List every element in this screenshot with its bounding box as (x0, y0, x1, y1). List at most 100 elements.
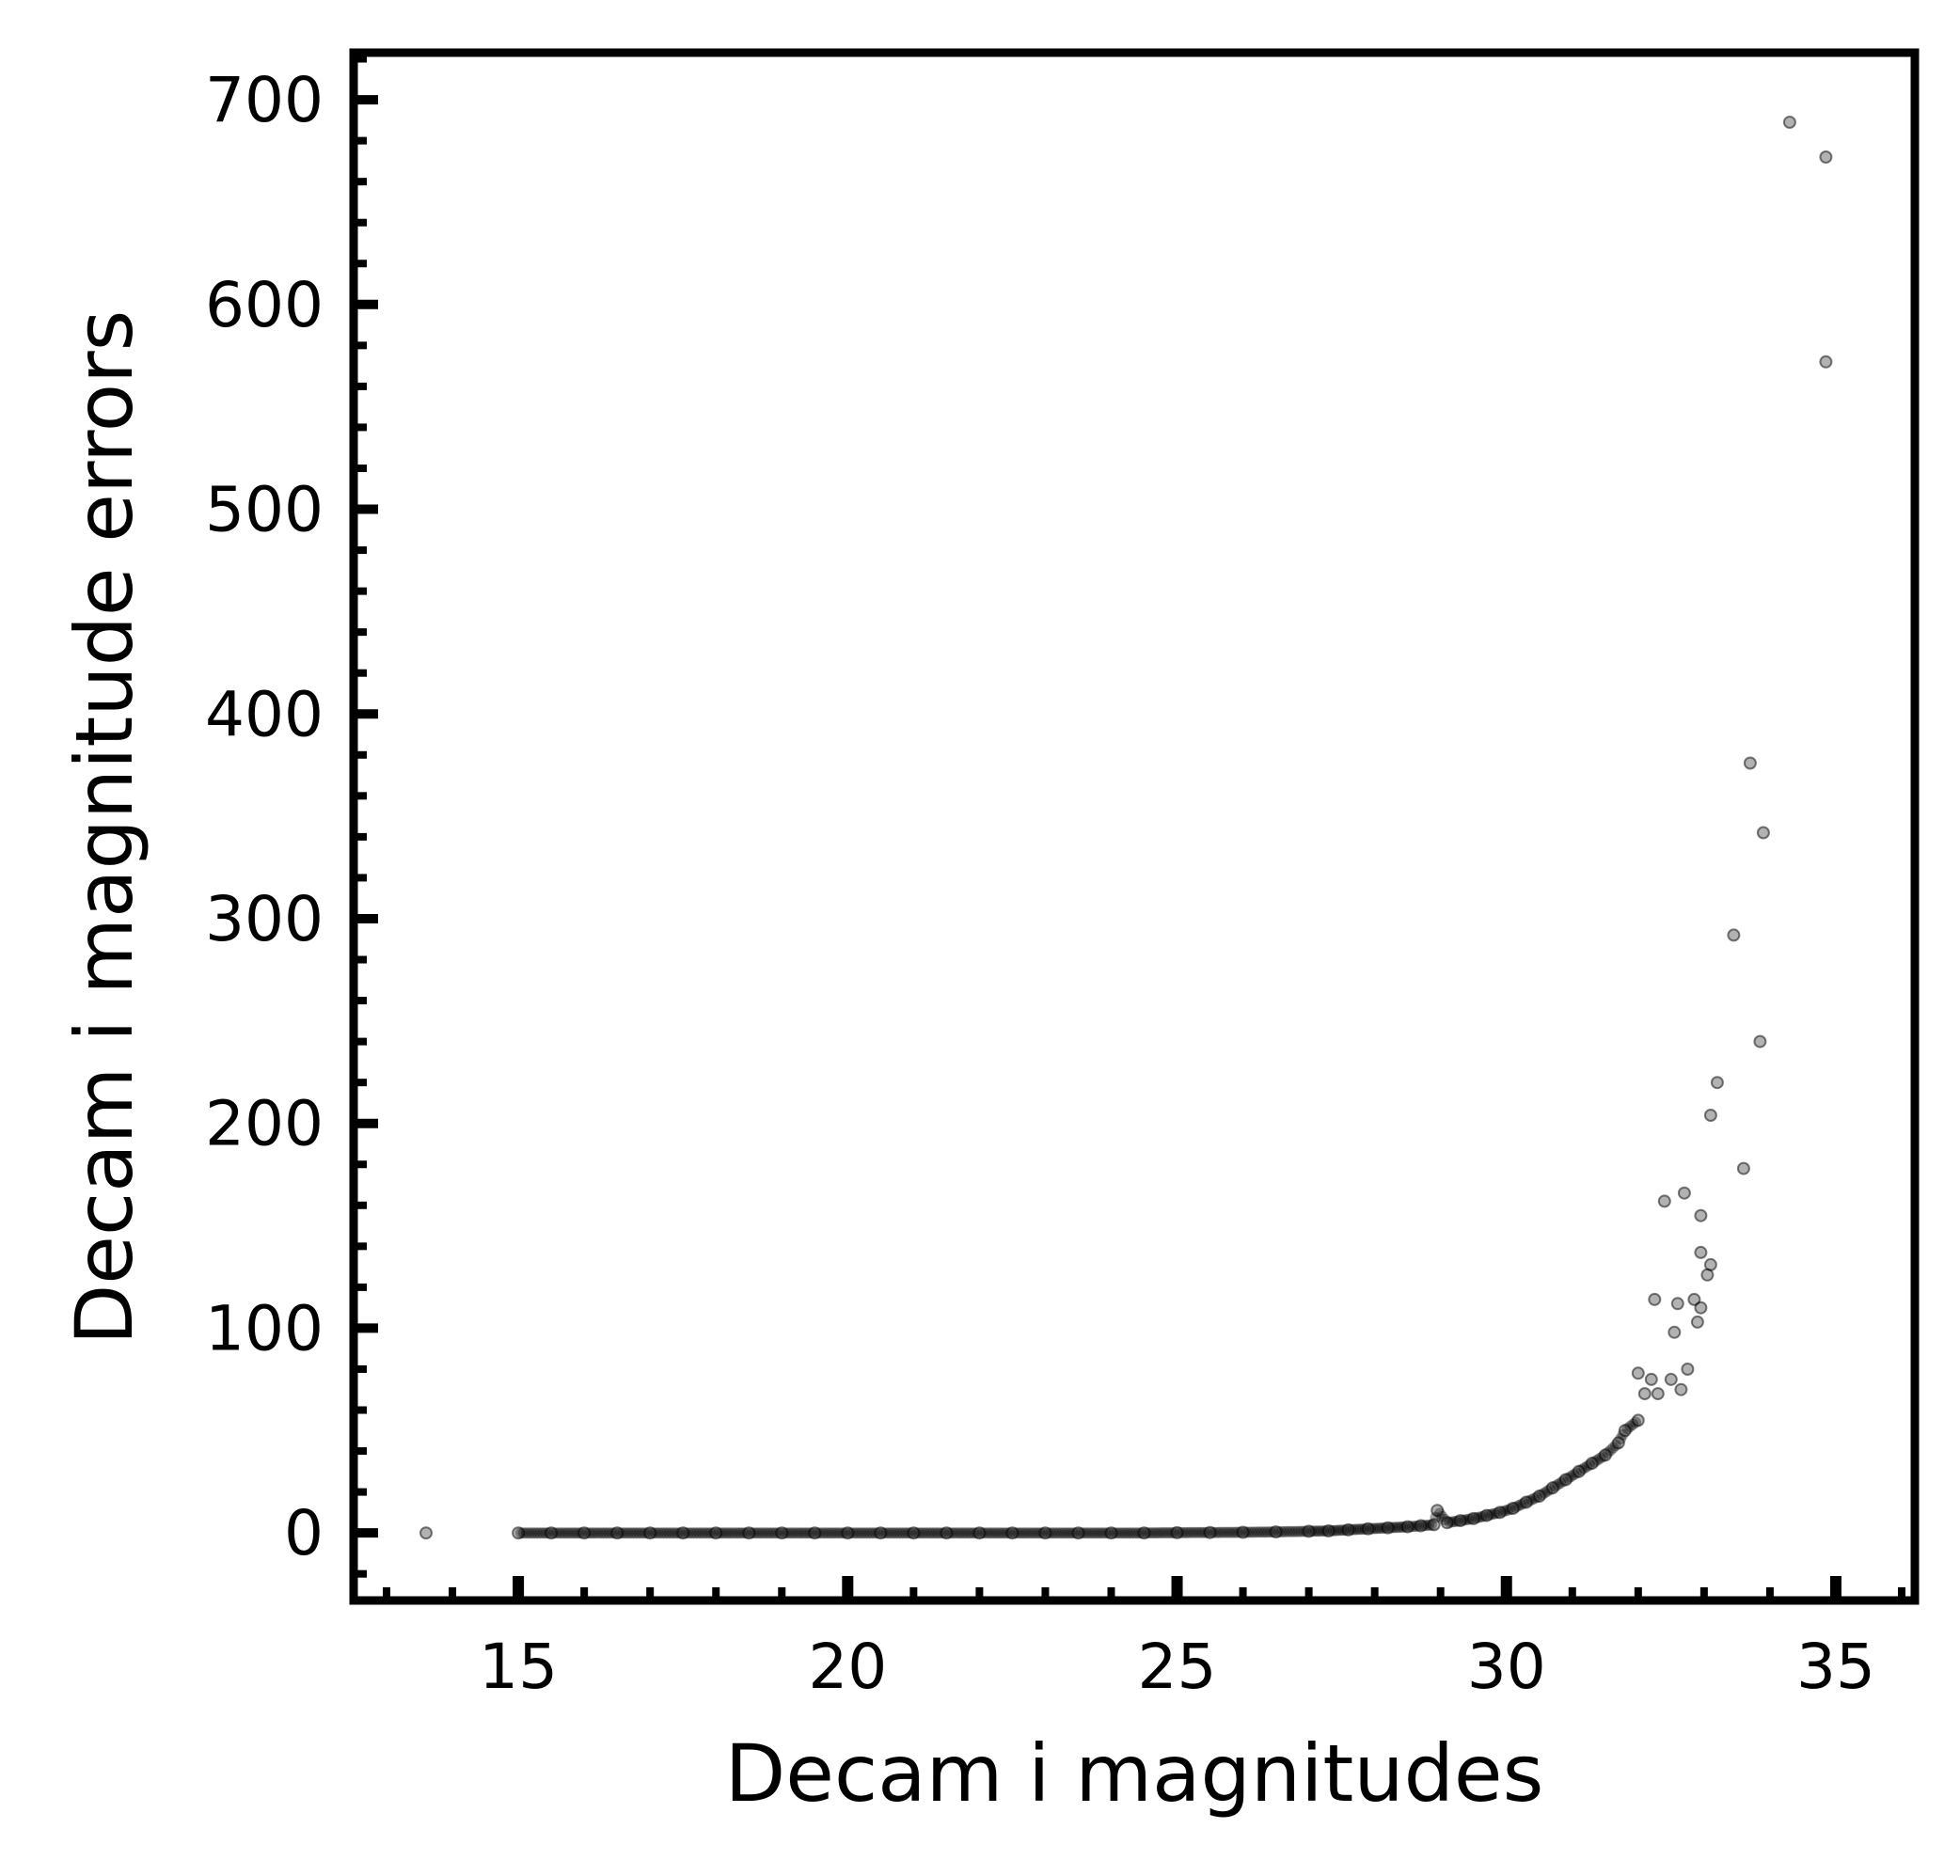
data-point (773, 1527, 785, 1539)
data-point (1350, 1523, 1362, 1536)
data-point (1291, 1525, 1304, 1537)
data-point (1315, 1525, 1327, 1537)
data-point (1160, 1527, 1172, 1538)
data-point (943, 1527, 956, 1539)
data-point (581, 1527, 593, 1539)
data-point (845, 1527, 857, 1539)
data-point (1694, 1301, 1708, 1315)
data-point (1313, 1525, 1325, 1537)
data-point (1028, 1527, 1040, 1539)
data-point (1558, 1473, 1573, 1487)
data-point (972, 1526, 987, 1540)
x-tick-label: 35 (1796, 1631, 1875, 1703)
data-point (1491, 1507, 1503, 1519)
data-point (1061, 1527, 1073, 1539)
data-point (1152, 1527, 1164, 1539)
data-point (891, 1527, 903, 1539)
x-tick-label: 30 (1467, 1631, 1546, 1703)
data-point (1637, 1387, 1652, 1401)
data-point (1081, 1527, 1093, 1539)
data-point (839, 1527, 851, 1539)
y-tick-label: 0 (284, 1497, 324, 1569)
y-tick-label: 700 (205, 64, 324, 136)
data-point (1506, 1502, 1520, 1515)
data-point (652, 1527, 664, 1539)
data-point (893, 1527, 906, 1539)
data-point (841, 1526, 855, 1540)
data-point (1034, 1527, 1046, 1539)
data-point (806, 1527, 818, 1539)
data-point (594, 1527, 607, 1539)
data-point (949, 1527, 961, 1539)
data-point (674, 1527, 687, 1539)
data-point (1335, 1524, 1347, 1537)
data-point (863, 1527, 876, 1539)
data-point (1528, 1492, 1541, 1505)
data-point (1185, 1526, 1197, 1538)
data-point (639, 1527, 651, 1539)
data-point (1607, 1442, 1620, 1454)
data-point (746, 1527, 758, 1539)
data-point (624, 1527, 637, 1539)
data-point (988, 1527, 999, 1539)
data-point (643, 1526, 657, 1540)
data-point (1321, 1524, 1336, 1537)
data-point (1001, 1527, 1013, 1539)
x-tick-label: 25 (1138, 1631, 1217, 1703)
data-point (636, 1527, 648, 1539)
data-point (1272, 1526, 1285, 1537)
data-point (886, 1527, 897, 1539)
data-point (523, 1527, 535, 1539)
data-point (775, 1526, 789, 1540)
y-tick-label: 500 (205, 474, 324, 546)
data-point (1221, 1526, 1233, 1538)
data-point (1174, 1526, 1186, 1538)
data-point (992, 1527, 1004, 1539)
data-point (812, 1527, 824, 1539)
data-point (1278, 1525, 1290, 1537)
data-point (956, 1527, 969, 1539)
data-point (1381, 1521, 1395, 1535)
data-point (1005, 1526, 1020, 1540)
data-point (543, 1527, 555, 1539)
data-point (1248, 1526, 1260, 1538)
data-point (1212, 1526, 1225, 1538)
data-point (540, 1527, 552, 1539)
data-point (817, 1527, 830, 1539)
data-point (1631, 1413, 1645, 1427)
data-point (1523, 1495, 1535, 1507)
data-point (916, 1527, 928, 1539)
data-point (1089, 1527, 1100, 1539)
data-point (732, 1527, 744, 1539)
data-point (592, 1527, 604, 1539)
data-point (976, 1527, 988, 1539)
data-point (1473, 1511, 1485, 1523)
data-point (1236, 1525, 1250, 1539)
data-point (1727, 928, 1741, 942)
data-point (1648, 1292, 1662, 1306)
data-point (756, 1527, 768, 1539)
data-point (913, 1527, 925, 1539)
data-point (597, 1527, 609, 1539)
data-point (932, 1527, 944, 1539)
data-point (564, 1527, 577, 1539)
data-point (1610, 1440, 1621, 1451)
data-point (1038, 1526, 1052, 1540)
data-point (762, 1527, 774, 1539)
data-point (1664, 1372, 1678, 1386)
data-point (828, 1527, 840, 1539)
data-point (1502, 1504, 1514, 1516)
data-point (872, 1527, 884, 1539)
data-point (1710, 1076, 1724, 1090)
data-point (1149, 1527, 1162, 1539)
data-point (1478, 1510, 1490, 1522)
data-point (515, 1527, 527, 1539)
data-point (1464, 1513, 1477, 1525)
data-point (1330, 1524, 1342, 1537)
data-point (880, 1527, 893, 1539)
data-point (753, 1527, 766, 1539)
data-point (1333, 1524, 1345, 1537)
data-point (729, 1527, 741, 1539)
data-point (419, 1526, 433, 1540)
data-point (1703, 1257, 1717, 1271)
